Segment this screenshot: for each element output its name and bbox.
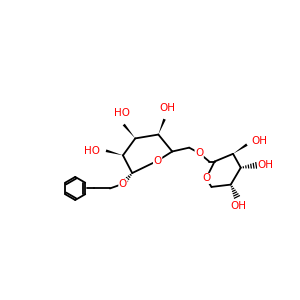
Text: O: O <box>202 173 210 184</box>
Polygon shape <box>233 143 248 154</box>
Text: O: O <box>195 148 203 158</box>
Text: HO: HO <box>114 108 130 118</box>
Text: OH: OH <box>230 201 247 211</box>
Text: O: O <box>119 179 127 189</box>
Text: OH: OH <box>258 160 274 170</box>
Text: O: O <box>154 156 162 166</box>
Text: HO: HO <box>84 146 100 156</box>
Text: OH: OH <box>251 136 268 146</box>
Polygon shape <box>158 119 166 135</box>
Text: OH: OH <box>160 103 176 113</box>
Polygon shape <box>123 124 135 138</box>
Polygon shape <box>106 149 123 155</box>
